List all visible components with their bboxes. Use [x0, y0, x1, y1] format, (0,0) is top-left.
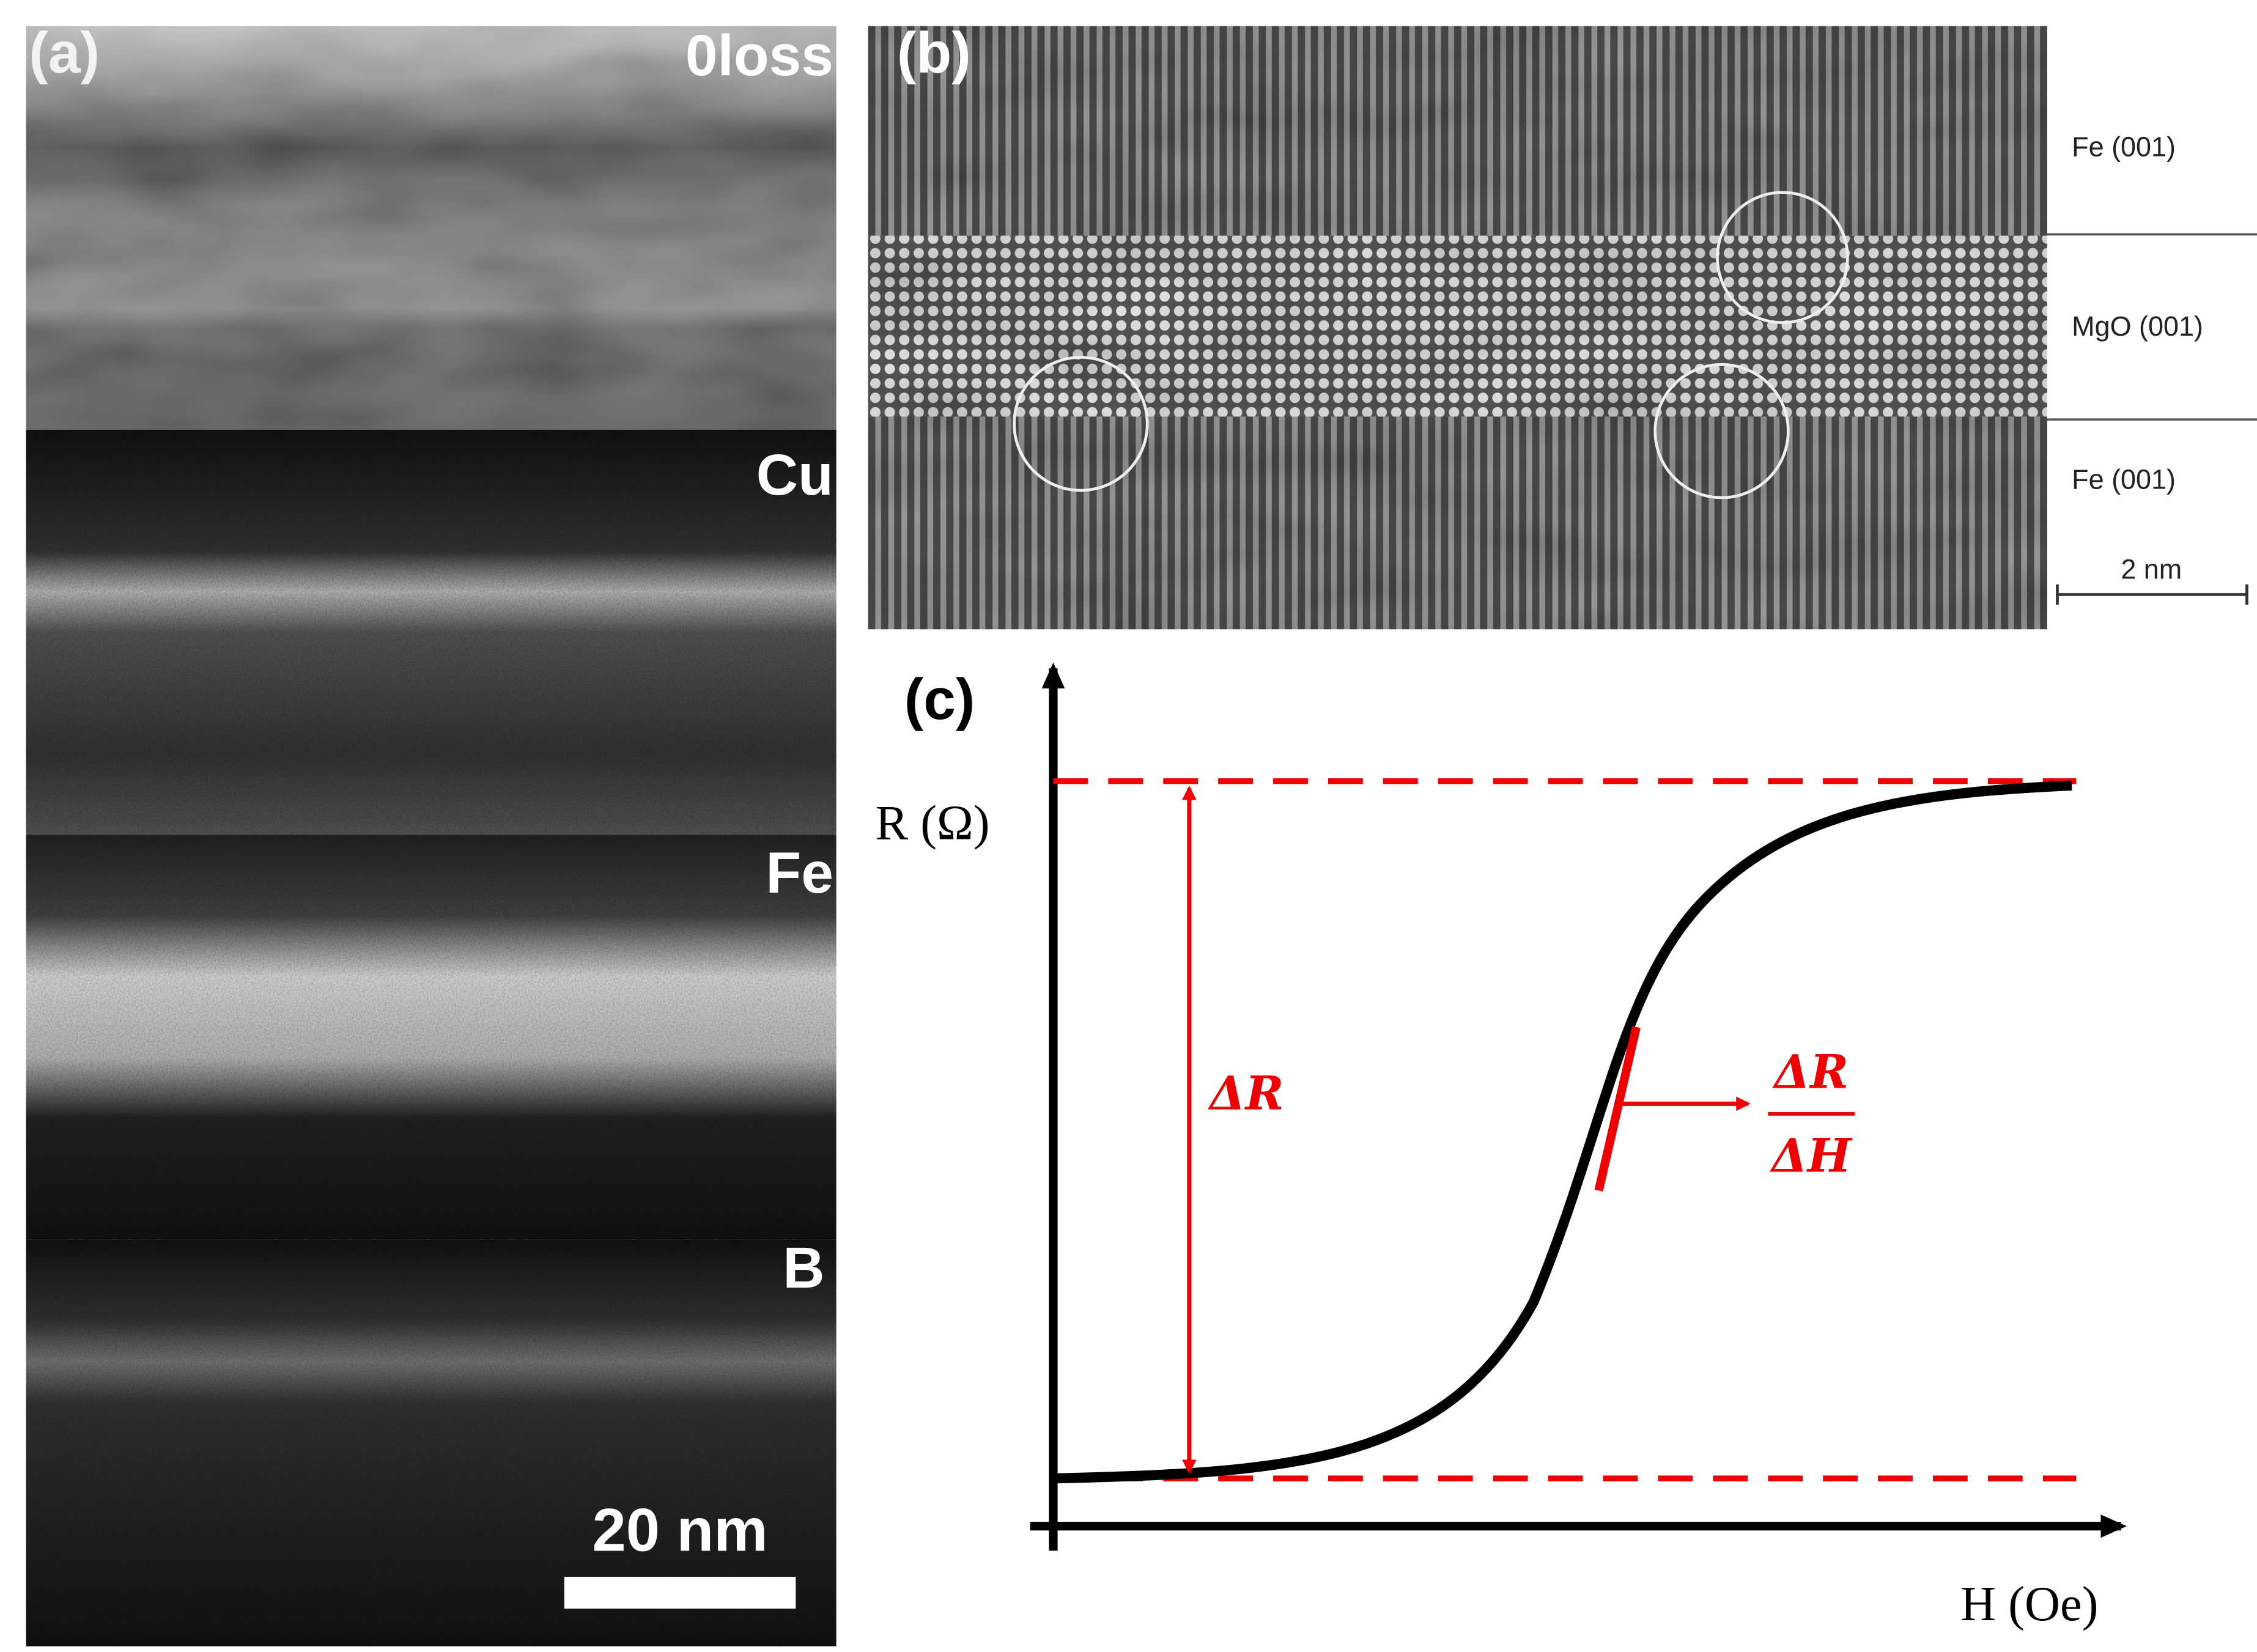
- map-label: 0loss: [685, 23, 833, 88]
- x-axis-label: H (Oe): [1960, 1577, 2099, 1631]
- y-axis-label: R (Ω): [875, 795, 989, 850]
- panel-label: (c): [904, 667, 975, 732]
- defect-circle: [1716, 191, 1849, 324]
- resistance-curve: [1053, 780, 2072, 1484]
- map-label: B: [783, 1236, 824, 1300]
- panel-a: (a) 0loss Cu Fe B 20 nm: [26, 20, 837, 1646]
- slope-numerator: ΔR: [1771, 1044, 1849, 1099]
- layer-label: MgO (001): [2072, 311, 2203, 342]
- layer-label: Fe (001): [2072, 131, 2176, 163]
- map-label: Cu: [756, 443, 833, 507]
- scale-bar: [564, 1576, 796, 1609]
- texture: [26, 429, 837, 1646]
- defect-circle: [1013, 356, 1149, 492]
- panel-label: (b): [897, 20, 971, 85]
- map-label: Fe: [766, 841, 833, 905]
- defect-circle: [1653, 363, 1790, 500]
- slope-denominator: ΔH: [1769, 1128, 1853, 1182]
- scale-bar-label: 2 nm: [2121, 553, 2182, 584]
- texture: [26, 26, 837, 430]
- scale-bar: [2056, 584, 2248, 605]
- panel-label: (a): [29, 20, 100, 85]
- panel-c: (c) ΔR ΔR ΔH R (Ω) H (Oe): [875, 662, 2127, 1631]
- slope-tangent: [1594, 1026, 1641, 1192]
- texture: [868, 26, 2047, 630]
- scale-bar-label: 20 nm: [592, 1496, 767, 1564]
- panel-b: (b) Fe (001) MgO (001) Fe (001) 2 nm: [868, 20, 2257, 630]
- delta-r-label: ΔR: [1207, 1066, 1284, 1121]
- layer-label: Fe (001): [2072, 464, 2176, 495]
